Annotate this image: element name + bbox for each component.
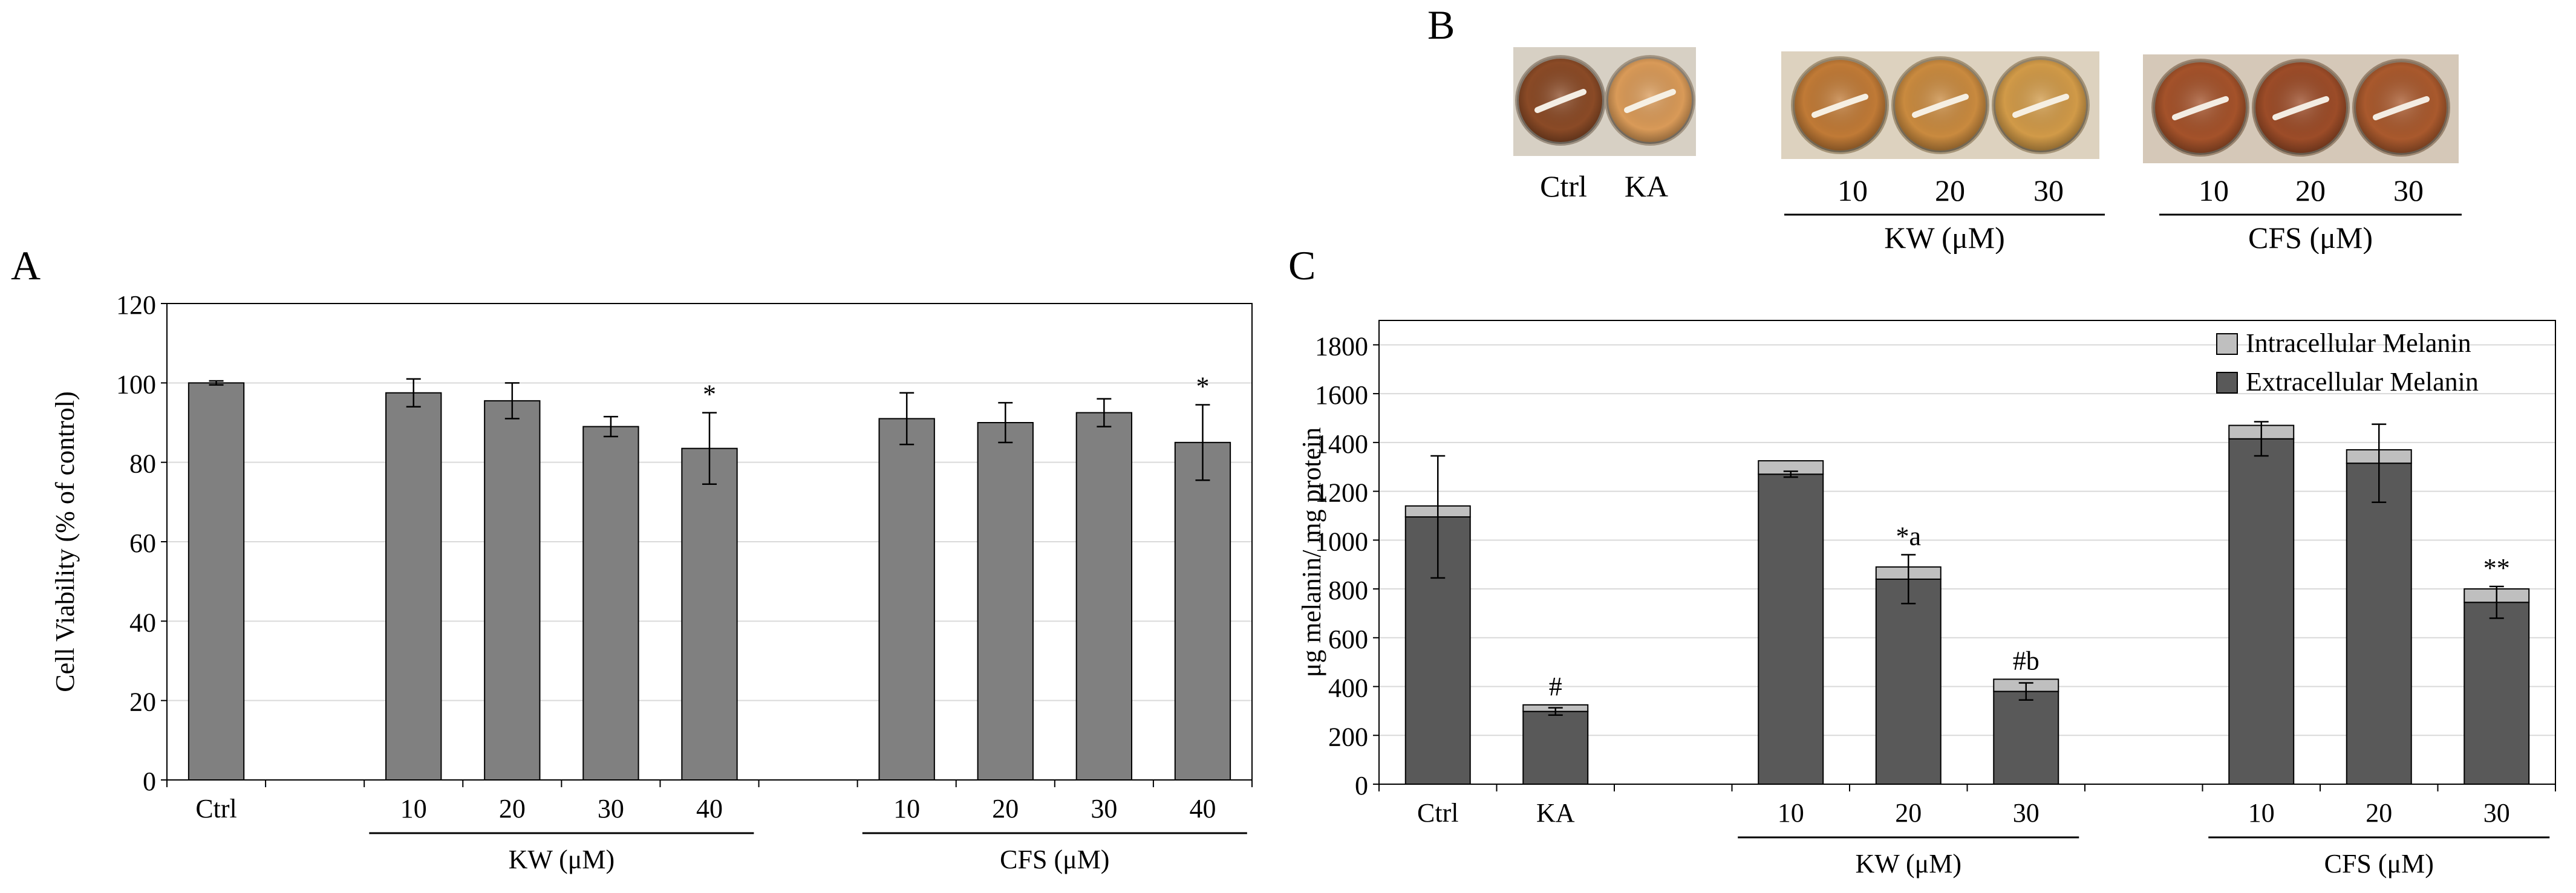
- chart-a-xtick-label: 10: [893, 794, 920, 823]
- plate-photo-cfs: [2143, 54, 2459, 163]
- chart-a-xtick-label: 20: [992, 794, 1019, 823]
- chart-a-group-label: KW (μM): [509, 845, 615, 874]
- chart-c-ytick-label: 600: [1328, 625, 1368, 654]
- chart-c-group-label: CFS (μM): [2324, 849, 2434, 878]
- label-b-ctrl: Ctrl: [1540, 169, 1587, 203]
- chart-c-bar-0-9: [2464, 602, 2530, 785]
- chart-a-xtick-label: 30: [598, 794, 624, 823]
- chart-c-xtick-label: Ctrl: [1417, 798, 1458, 828]
- chart-a-ytick-label: 20: [129, 687, 156, 717]
- chart-c-bar-0-8: [2346, 463, 2412, 785]
- chart-a-xtick-label: 10: [400, 794, 427, 823]
- chart-a-bar-0-7: [878, 418, 935, 781]
- chart-a-annotation: *: [703, 380, 716, 409]
- chart-c-xtick-label: 30: [2483, 798, 2510, 828]
- chart-c-xtick-label: 10: [1778, 798, 1804, 828]
- chart-c-xtick-label: 30: [2013, 798, 2040, 828]
- label-b-cfs-group: CFS (μM): [2248, 221, 2373, 254]
- chart-a-group-label: CFS (μM): [1000, 845, 1109, 874]
- chart-a-ylabel: Cell Viability (% of control): [50, 391, 80, 692]
- chart-a-annotation: *: [1196, 371, 1209, 401]
- chart-a-ytick-label: 80: [129, 449, 156, 479]
- chart-c-legend-label: Intracellular Melanin: [2246, 328, 2471, 358]
- chart-a-bar-0-4: [582, 426, 639, 781]
- chart-c-bar-0-3: [1758, 473, 1824, 785]
- panel-label-a: A: [11, 242, 41, 288]
- chart-c-ytick-label: 800: [1328, 576, 1368, 605]
- chart-c-xtick-label: 20: [1895, 798, 1922, 828]
- chart-c-bar-0-5: [1993, 690, 2059, 785]
- chart-c-group-label: KW (μM): [1855, 849, 1961, 878]
- chart-a-ytick-label: 120: [116, 290, 156, 320]
- chart-a-xtick-label: Ctrl: [195, 794, 236, 823]
- chart-c-legend-swatch: [2216, 333, 2238, 355]
- chart-a-ytick-label: 40: [129, 608, 156, 637]
- chart-c-annotation: #: [1549, 672, 1562, 701]
- chart-c-bar-0-1: [1522, 710, 1589, 785]
- label-b-kw-group: KW (μM): [1884, 221, 2004, 254]
- chart-c-bar-0-4: [1875, 578, 1942, 785]
- chart-c-ytick-label: 200: [1328, 722, 1368, 752]
- chart-c-ytick-label: 400: [1328, 674, 1368, 703]
- chart-c-ytick-label: 1800: [1315, 331, 1368, 361]
- chart-c-xtick-label: 20: [2366, 798, 2392, 828]
- chart-c-ytick-label: 1400: [1315, 429, 1368, 459]
- chart-a-bar-0-9: [1075, 412, 1133, 781]
- plate-photo-ctrl-ka: [1513, 47, 1696, 156]
- chart-c-ytick-label: 1200: [1315, 478, 1368, 508]
- label-b-kw-20: 20: [1935, 174, 1965, 207]
- chart-c-bar-0-7: [2228, 438, 2295, 785]
- chart-c-annotation: **: [2483, 553, 2510, 583]
- chart-a-xtick-label: 30: [1091, 794, 1117, 823]
- chart-c-ytick-label: 0: [1355, 771, 1368, 800]
- chart-a-xtick-label: 40: [1189, 794, 1216, 823]
- label-b-cfs-20: 20: [2295, 174, 2326, 207]
- chart-c-xtick-label: 10: [2248, 798, 2275, 828]
- label-b-cfs-30: 30: [2393, 174, 2424, 207]
- chart-a-bar-0-0: [187, 382, 245, 781]
- panel-b-well-photos: Ctrl KA 10 20 30 KW (μM) 10 20 30 CFS (μ…: [1513, 47, 2462, 254]
- chart-a-ytick-label: 100: [116, 369, 156, 399]
- chart-a-viability: 0 20 40 60 80 100 120 Cell Viability (% of cont…: [50, 290, 1253, 874]
- chart-a-bar-0-5: [681, 447, 738, 781]
- chart-c-ylabel: μg melanin/ mg protein: [1297, 427, 1326, 677]
- chart-c-annotation: #b: [2013, 646, 2040, 675]
- panel-label-c: C: [1288, 242, 1316, 288]
- chart-c-legend-label: Extracellular Melanin: [2246, 367, 2479, 397]
- plate-photo-kw: [1781, 51, 2099, 159]
- chart-c-legend-swatch: [2216, 372, 2238, 394]
- chart-a-xtick-label: 40: [696, 794, 723, 823]
- label-b-cfs-10: 10: [2199, 174, 2229, 207]
- chart-a-bar-0-3: [484, 400, 541, 781]
- label-b-kw-30: 30: [2033, 174, 2064, 207]
- chart-a-ytick-label: 0: [143, 767, 156, 796]
- label-b-kw-10: 10: [1837, 174, 1868, 207]
- chart-a-bar-0-8: [977, 422, 1034, 781]
- chart-a-bar-0-10: [1174, 441, 1231, 781]
- chart-a-ytick-label: 60: [129, 528, 156, 558]
- panel-label-b: B: [1427, 2, 1455, 48]
- chart-a-bar-0-2: [385, 392, 442, 781]
- chart-a-xtick-label: 20: [499, 794, 526, 823]
- chart-c-melanin: 0 200 400 600 800 1000 1200 1400 1600 1800 μg mela…: [1297, 320, 2556, 878]
- chart-c-xtick-label: KA: [1536, 798, 1575, 828]
- chart-c-ytick-label: 1600: [1315, 380, 1368, 410]
- label-b-ka: KA: [1625, 169, 1668, 203]
- chart-c-annotation: *a: [1896, 522, 1921, 551]
- chart-c-ytick-label: 1000: [1315, 527, 1368, 556]
